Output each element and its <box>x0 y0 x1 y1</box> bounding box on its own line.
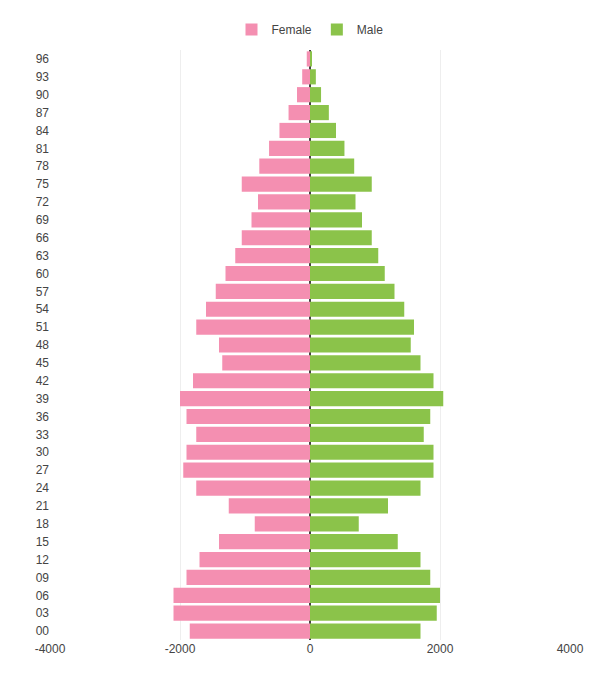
svg-text:-4000: -4000 <box>35 642 66 656</box>
svg-text:60: 60 <box>36 267 50 281</box>
svg-text:36: 36 <box>36 410 50 424</box>
svg-text:45: 45 <box>36 356 50 370</box>
svg-text:09: 09 <box>36 571 50 585</box>
svg-text:69: 69 <box>36 213 50 227</box>
svg-text:21: 21 <box>36 499 50 513</box>
svg-text:15: 15 <box>36 535 50 549</box>
svg-text:93: 93 <box>36 70 50 84</box>
svg-text:72: 72 <box>36 195 50 209</box>
svg-text:63: 63 <box>36 249 50 263</box>
svg-text:57: 57 <box>36 285 50 299</box>
svg-text:03: 03 <box>36 606 50 620</box>
svg-text:39: 39 <box>36 392 50 406</box>
svg-text:0: 0 <box>307 642 314 656</box>
svg-text:4000: 4000 <box>557 642 584 656</box>
svg-text:48: 48 <box>36 338 50 352</box>
svg-text:75: 75 <box>36 177 50 191</box>
svg-text:66: 66 <box>36 231 50 245</box>
svg-text:30: 30 <box>36 445 50 459</box>
svg-text:2000: 2000 <box>427 642 454 656</box>
svg-text:06: 06 <box>36 589 50 603</box>
svg-text:27: 27 <box>36 463 50 477</box>
svg-text:90: 90 <box>36 88 50 102</box>
svg-text:Female: Female <box>272 23 312 37</box>
svg-text:24: 24 <box>36 481 50 495</box>
svg-text:51: 51 <box>36 320 50 334</box>
svg-text:-2000: -2000 <box>165 642 196 656</box>
svg-text:00: 00 <box>36 624 50 638</box>
svg-text:81: 81 <box>36 142 50 156</box>
svg-text:18: 18 <box>36 517 50 531</box>
svg-text:84: 84 <box>36 124 50 138</box>
svg-text:Male: Male <box>357 23 383 37</box>
svg-text:12: 12 <box>36 553 50 567</box>
svg-text:33: 33 <box>36 428 50 442</box>
svg-text:42: 42 <box>36 374 50 388</box>
svg-text:87: 87 <box>36 106 50 120</box>
svg-text:96: 96 <box>36 52 50 66</box>
svg-text:54: 54 <box>36 302 50 316</box>
svg-text:78: 78 <box>36 159 50 173</box>
